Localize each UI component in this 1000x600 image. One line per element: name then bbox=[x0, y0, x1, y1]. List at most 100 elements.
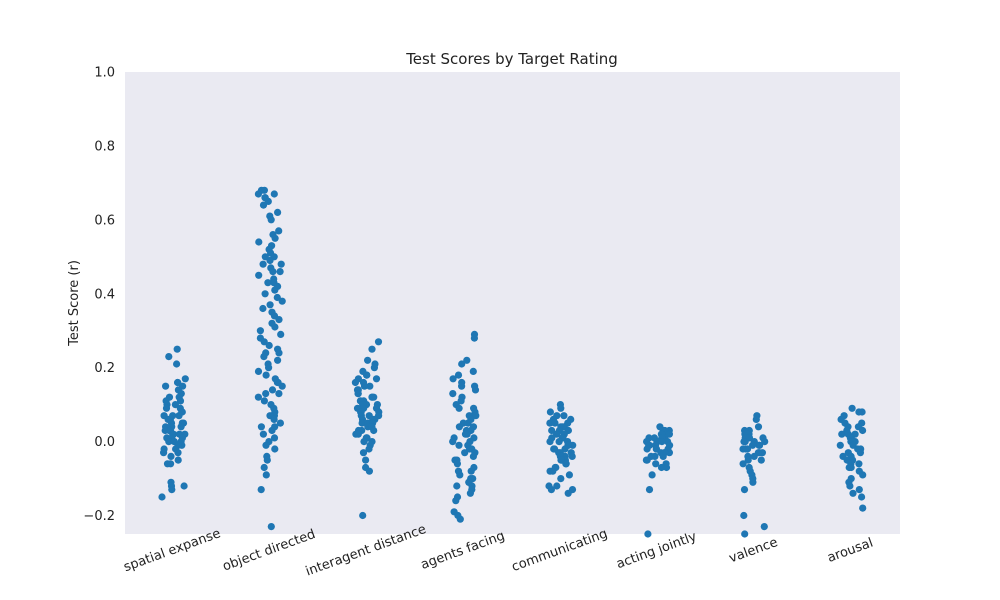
y-tick-label: 0.8 bbox=[94, 139, 115, 154]
data-point bbox=[273, 293, 281, 302]
data-point bbox=[274, 208, 282, 216]
data-point bbox=[265, 364, 273, 372]
data-point bbox=[261, 290, 269, 298]
data-point bbox=[177, 423, 185, 431]
x-tick-label: agents facing bbox=[419, 529, 507, 573]
data-point bbox=[277, 260, 285, 268]
data-point bbox=[562, 460, 570, 468]
data-point bbox=[555, 438, 563, 446]
data-point bbox=[749, 441, 757, 449]
data-point bbox=[270, 190, 278, 198]
data-point bbox=[740, 486, 749, 494]
data-point bbox=[458, 382, 466, 390]
data-point bbox=[564, 489, 572, 497]
data-point bbox=[557, 404, 565, 412]
data-point bbox=[645, 486, 654, 494]
data-point bbox=[270, 415, 278, 423]
data-point bbox=[455, 404, 463, 412]
data-point bbox=[467, 467, 475, 475]
data-point bbox=[458, 360, 466, 368]
data-point bbox=[160, 449, 168, 457]
data-point bbox=[174, 456, 182, 464]
data-point bbox=[757, 456, 765, 464]
y-axis-ticks: −0.2 0.0 0.2 0.4 0.6 0.8 1.0 bbox=[83, 66, 115, 525]
data-point bbox=[275, 349, 283, 357]
data-point bbox=[466, 489, 474, 497]
data-point bbox=[363, 371, 371, 379]
data-point bbox=[848, 404, 856, 412]
data-point bbox=[557, 475, 565, 483]
data-point bbox=[643, 445, 651, 453]
data-point bbox=[173, 345, 181, 353]
data-point bbox=[365, 467, 373, 475]
data-point bbox=[266, 301, 274, 309]
y-tick-label: 0.4 bbox=[94, 287, 115, 302]
y-axis-label: Test Score (r) bbox=[67, 260, 82, 347]
data-point bbox=[547, 486, 556, 494]
data-point bbox=[456, 471, 464, 479]
data-point bbox=[260, 353, 268, 361]
data-point bbox=[278, 382, 286, 390]
data-point bbox=[858, 493, 866, 501]
data-point bbox=[256, 327, 264, 335]
data-point bbox=[553, 482, 561, 490]
data-point bbox=[267, 523, 275, 531]
data-point bbox=[652, 460, 660, 468]
data-point bbox=[464, 419, 472, 427]
data-point bbox=[276, 268, 284, 276]
y-tick-label: −0.2 bbox=[83, 509, 115, 524]
data-point bbox=[360, 438, 368, 446]
x-tick-label: acting jointly bbox=[614, 529, 699, 572]
data-point bbox=[257, 423, 265, 431]
data-point bbox=[470, 334, 478, 342]
data-point bbox=[260, 397, 268, 405]
data-point bbox=[550, 445, 558, 453]
data-point bbox=[648, 471, 656, 479]
data-point bbox=[855, 408, 863, 416]
data-point bbox=[370, 426, 378, 435]
data-point bbox=[259, 260, 267, 268]
data-point bbox=[744, 456, 752, 464]
data-point bbox=[259, 201, 268, 209]
data-point bbox=[265, 341, 273, 350]
data-point bbox=[351, 378, 359, 387]
data-point bbox=[180, 482, 188, 490]
data-point bbox=[755, 441, 763, 449]
data-point bbox=[364, 356, 372, 364]
data-point bbox=[846, 482, 854, 490]
data-point bbox=[743, 445, 752, 453]
data-point bbox=[271, 286, 279, 294]
data-point bbox=[466, 445, 474, 453]
data-point bbox=[174, 449, 182, 457]
data-point bbox=[454, 371, 463, 379]
data-point bbox=[260, 338, 268, 346]
data-point bbox=[548, 426, 556, 435]
data-point bbox=[472, 412, 480, 420]
data-point bbox=[749, 478, 757, 486]
data-point bbox=[461, 430, 470, 438]
data-point bbox=[176, 397, 185, 405]
data-point bbox=[449, 438, 457, 446]
data-point bbox=[849, 489, 857, 497]
data-point bbox=[372, 375, 381, 383]
data-point bbox=[262, 390, 270, 398]
data-point bbox=[456, 515, 464, 523]
data-point bbox=[374, 338, 383, 346]
x-tick-label: valence bbox=[727, 535, 780, 566]
chart-title: Test Scores by Target Rating bbox=[405, 50, 618, 68]
y-tick-label: 0.2 bbox=[94, 361, 115, 376]
data-point bbox=[365, 445, 373, 453]
y-tick-label: 0.0 bbox=[94, 435, 115, 450]
data-point bbox=[546, 419, 554, 427]
data-point bbox=[549, 467, 557, 475]
data-point bbox=[275, 390, 283, 398]
data-point bbox=[859, 426, 867, 435]
data-point bbox=[368, 393, 376, 401]
data-point bbox=[845, 463, 853, 472]
data-point bbox=[255, 238, 263, 246]
data-point bbox=[859, 471, 867, 479]
data-point bbox=[740, 511, 748, 520]
data-point bbox=[838, 430, 846, 438]
data-point bbox=[262, 371, 270, 379]
